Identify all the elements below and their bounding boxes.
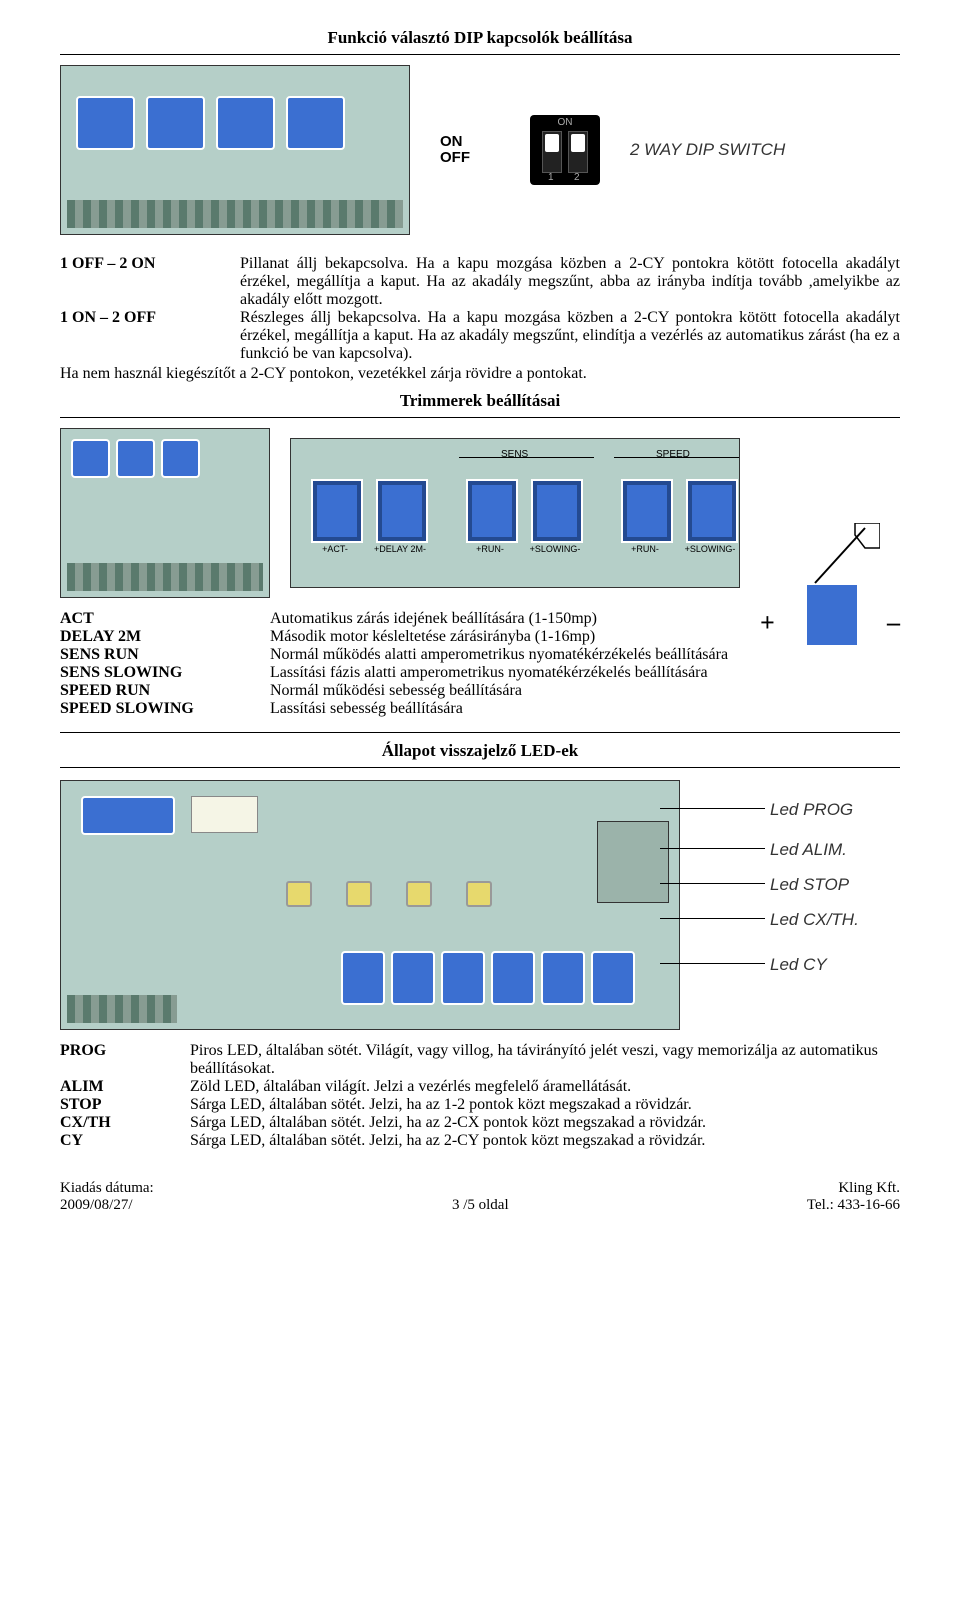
led-callout: Led ALIM. — [770, 840, 847, 860]
footer-page-number: 3 /5 oldal — [452, 1197, 509, 1214]
led-row-label: STOP — [60, 1096, 180, 1114]
footer-phone: Tel.: 433-16-66 — [807, 1197, 900, 1214]
dip-figure-row: ON OFF ON 1 2 2 WAY DIP SWITCH — [60, 65, 900, 235]
off-label: OFF — [440, 150, 500, 167]
trim-row-text: Lassítási fázis alatti amperometrikus ny… — [270, 664, 900, 682]
section1-title: Funkció választó DIP kapcsolók beállítás… — [60, 28, 900, 48]
trim-row-text: Normál működési sebesség beállítására — [270, 682, 900, 700]
led-callout: Led CX/TH. — [770, 910, 859, 930]
plus-icon: + — [760, 608, 775, 638]
group-sens-label: SENS — [501, 449, 528, 460]
footer-date-label: Kiadás dátuma: — [60, 1180, 154, 1197]
led-callout: Led STOP — [770, 875, 849, 895]
minus-icon: – — [887, 608, 900, 638]
led-callout: Led CY — [770, 955, 827, 975]
page-footer: Kiadás dátuma: 2009/08/27/ 3 /5 oldal Kl… — [60, 1180, 900, 1214]
trimmer-label: +RUN- — [460, 544, 520, 554]
trim-row-label: SPEED RUN — [60, 682, 260, 700]
switch-on-label: ON — [558, 117, 573, 128]
led-row-text: Sárga LED, általában sötét. Jelzi, ha az… — [190, 1096, 900, 1114]
trim-row-label: ACT — [60, 610, 260, 628]
trimmer-label: +SLOWING- — [525, 544, 585, 554]
footer-company: Kling Kft. — [807, 1180, 900, 1197]
divider — [60, 417, 900, 418]
led-row-text: Sárga LED, általában sötét. Jelzi, ha az… — [190, 1114, 900, 1132]
led-row-label: CY — [60, 1132, 180, 1150]
trim-row-label: DELAY 2M — [60, 628, 260, 646]
dip-note: Ha nem használ kiegészítőt a 2-CY pontok… — [60, 365, 900, 383]
footer-date-value: 2009/08/27/ — [60, 1197, 154, 1214]
trim-row-label: SPEED SLOWING — [60, 700, 260, 718]
screwdriver-icon — [810, 523, 880, 593]
dip-row-label: 1 OFF – 2 ON — [60, 255, 230, 309]
trimmer-label: +DELAY 2M- — [370, 544, 430, 554]
on-label: ON — [440, 134, 500, 151]
trim-row-label: SENS SLOWING — [60, 664, 260, 682]
dip-row-text: Pillanat állj bekapcsolva. Ha a kapu moz… — [240, 255, 900, 309]
trim-row-label: SENS RUN — [60, 646, 260, 664]
trim-row-text: Lassítási sebesség beállítására — [270, 700, 900, 718]
led-board-image — [60, 780, 680, 1030]
trimmer-figure-row: SENS SPEED +ACT- +DELAY 2M- +RUN- +SLOWI… — [60, 428, 900, 598]
section2-title: Trimmerek beállításai — [60, 391, 900, 411]
dip-row-text: Részleges állj bekapcsolva. Ha a kapu mo… — [240, 309, 900, 363]
trimmer-label: +SLOWING- — [680, 544, 740, 554]
dip-switch-caption: 2 WAY DIP SWITCH — [630, 140, 785, 160]
trimmer-board-image — [60, 428, 270, 598]
dip-switch-icon: ON 1 2 — [530, 115, 600, 185]
dip-row-label: 1 ON – 2 OFF — [60, 309, 230, 363]
divider — [60, 767, 900, 768]
led-row-label: CX/TH — [60, 1114, 180, 1132]
led-figure: Led PROG Led ALIM. Led STOP Led CX/TH. L… — [60, 780, 900, 1030]
trimmer-panel-image: SENS SPEED +ACT- +DELAY 2M- +RUN- +SLOWI… — [290, 438, 740, 588]
trim-row-text: Normál működés alatti amperometrikus nyo… — [270, 646, 900, 664]
dip-board-image — [60, 65, 410, 235]
switch-num-1: 1 — [548, 172, 554, 183]
led-row-text: Piros LED, általában sötét. Világít, vag… — [190, 1042, 900, 1078]
onoff-label: ON OFF — [440, 134, 500, 167]
trimmer-label: +RUN- — [615, 544, 675, 554]
led-callout: Led PROG — [770, 800, 853, 820]
led-row-label: PROG — [60, 1042, 180, 1078]
dip-description-table: 1 OFF – 2 ON Pillanat állj bekapcsolva. … — [60, 255, 900, 363]
led-row-label: ALIM — [60, 1078, 180, 1096]
group-speed-label: SPEED — [656, 449, 690, 460]
divider — [60, 732, 900, 733]
led-row-text: Sárga LED, általában sötét. Jelzi, ha az… — [190, 1132, 900, 1150]
led-row-text: Zöld LED, általában világít. Jelzi a vez… — [190, 1078, 900, 1096]
section3-title: Állapot visszajelző LED-ek — [60, 741, 900, 761]
trimmer-label: +ACT- — [305, 544, 365, 554]
led-description-table: PROG Piros LED, általában sötét. Világít… — [60, 1042, 900, 1150]
divider — [60, 54, 900, 55]
switch-num-2: 2 — [574, 172, 580, 183]
